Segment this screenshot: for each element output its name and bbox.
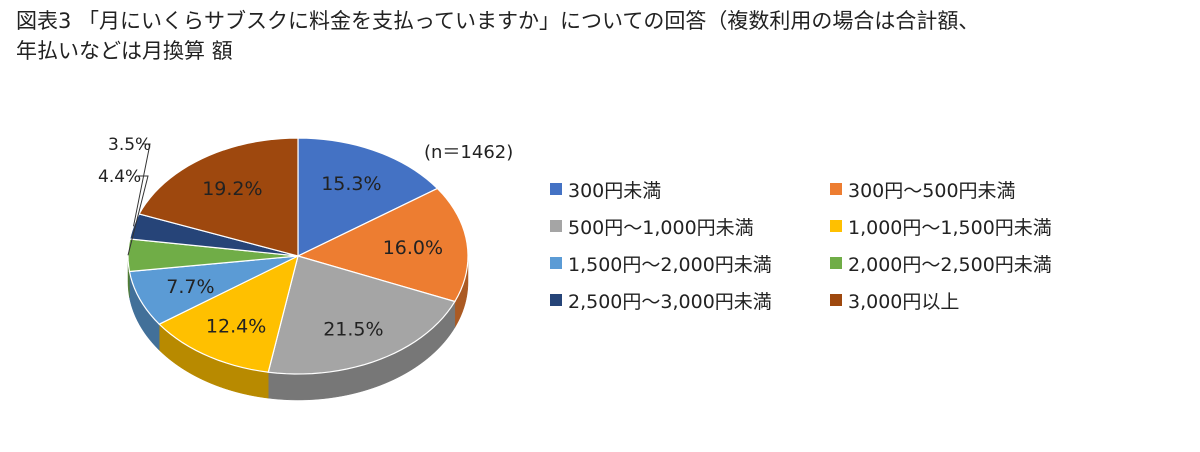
legend-item-1: 300円～500円未満 <box>830 176 1016 202</box>
legend-item-2: 500円～1,000円未満 <box>550 213 754 239</box>
legend-item-0: 300円未満 <box>550 176 661 202</box>
pie-data-label-7: 19.2% <box>202 178 262 200</box>
legend-item-5: 2,000円～2,500円未満 <box>830 250 1052 276</box>
legend-swatch-7 <box>830 294 842 306</box>
legend-swatch-3 <box>830 220 842 232</box>
pie-slice-3 <box>158 254 299 373</box>
pie-slice-1 <box>296 187 469 303</box>
legend-swatch-6 <box>550 294 562 306</box>
legend-label-6: 2,500円～3,000円未満 <box>568 290 772 313</box>
legend-label-2: 500円～1,000円未満 <box>568 216 754 239</box>
chart-title: 図表3 「月にいくらサブスクに料金を支払っていますか」についての回答（複数利用の… <box>16 6 1186 66</box>
pie-leader-line-6 <box>133 143 151 227</box>
legend-label-7: 3,000円以上 <box>848 290 960 313</box>
legend-item-7: 3,000円以上 <box>830 287 959 313</box>
legend-label-3: 1,000円～1,500円未満 <box>848 216 1052 239</box>
pie-leader-line-5 <box>127 175 149 256</box>
legend-label-4: 1,500円～2,000円未満 <box>568 253 772 276</box>
pie-data-label-0: 15.3% <box>321 173 381 195</box>
legend-label-5: 2,000円～2,500円未満 <box>848 253 1052 276</box>
legend-item-6: 2,500円～3,000円未満 <box>550 287 772 313</box>
pie-data-label-4: 7.7% <box>166 276 214 298</box>
pie-slice-7 <box>138 137 299 257</box>
legend-swatch-1 <box>830 183 842 195</box>
legend-swatch-2 <box>550 220 562 232</box>
pie-data-label-3: 12.4% <box>206 316 266 338</box>
pie-slice-2 <box>267 255 456 375</box>
pie-data-labels: 15.3% 16.0% 21.5% 12.4% 7.7% 4.4% 3.5% 19.2% <box>98 135 443 341</box>
chart-title-line-2: 年払いなどは月換算 額 <box>16 39 233 63</box>
legend-item-4: 1,500円～2,000円未満 <box>550 250 772 276</box>
pie-slice-4 <box>128 255 299 325</box>
sample-size-label: (n＝1462) <box>424 142 514 163</box>
pie-data-label-6: 3.5% <box>108 135 151 155</box>
pie-data-label-1: 16.0% <box>383 237 443 259</box>
legend-swatch-0 <box>550 183 562 195</box>
pie-data-label-2: 21.5% <box>323 319 383 341</box>
legend-label-1: 300円～500円未満 <box>848 179 1016 202</box>
chart-title-line-1: 図表3 「月にいくらサブスクに料金を支払っていますか」についての回答（複数利用の… <box>16 9 980 33</box>
legend-label-0: 300円未満 <box>568 179 662 202</box>
pie-slices <box>127 137 469 375</box>
legend-swatch-4 <box>550 257 562 269</box>
legend-item-3: 1,000円～1,500円未満 <box>830 213 1052 239</box>
pie-slice-0 <box>297 137 439 257</box>
legend-swatch-5 <box>830 257 842 269</box>
pie-data-label-5: 4.4% <box>98 167 141 187</box>
